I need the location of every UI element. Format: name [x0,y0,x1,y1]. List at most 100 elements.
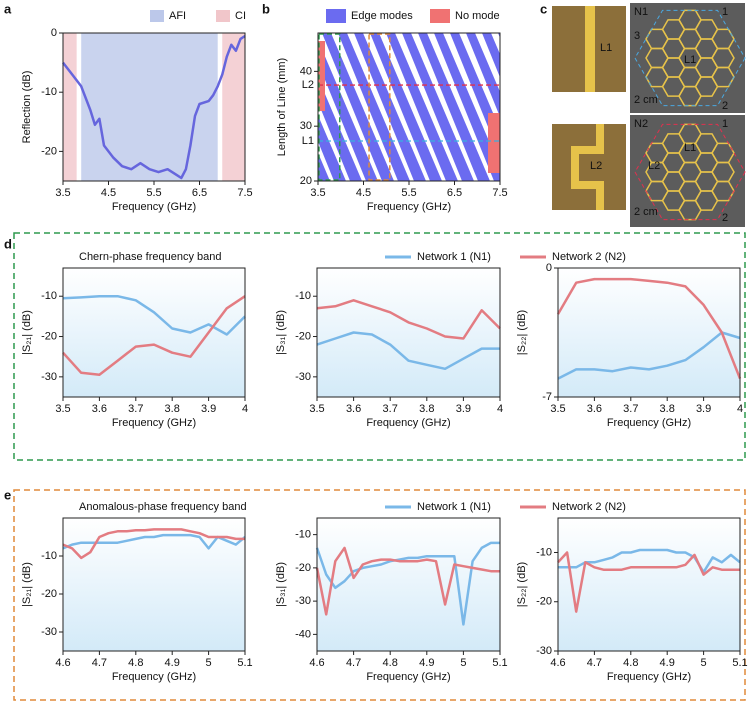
dashed-box [318,33,341,181]
x-tick-label: 6.5 [192,187,207,199]
x-tick-label: 4.6 [55,657,70,669]
panel-letter: b [262,1,270,16]
plot-frame [557,517,741,652]
x-tick-label: 4.7 [346,657,361,669]
series-line [557,551,740,613]
x-tick-label: 3.5 [55,187,70,199]
x-tick-label: 5 [701,657,707,669]
plot-frame [62,267,246,398]
y-tick-label: -20 [536,596,552,608]
series-line [62,533,246,550]
x-tick-label: 5 [460,657,466,669]
photo-inset [552,124,626,210]
photos: N1 1 2 3 L1 L1 2 cm N2 1 2 L1 L2 L2 2 cm [552,3,746,227]
plot-bg [558,268,740,397]
x-axis-label: Frequency (GHz) [366,671,450,683]
x-tick-label: 4.9 [165,657,180,669]
edge-region [434,33,500,181]
x-axis-label: Frequency (GHz) [112,201,196,213]
x-tick-label: 3.8 [165,403,180,415]
edge-region [418,33,490,181]
edge-region [386,33,458,181]
edge-region [318,115,346,181]
scale-label: 2 cm [634,206,658,218]
scale-label: 2 cm [634,94,658,106]
y-tick-label: -20 [295,330,311,342]
y-tick-label: -7 [542,391,552,403]
x-axis-label: Frequency (GHz) [366,417,450,429]
x-tick-label: 3.7 [383,403,398,415]
legend-label: CI [235,10,246,22]
y-axis-label: |S₂₂| (dB) [516,562,528,607]
y-axis-label: Reflection (dB) [21,71,33,144]
y-tick-label: -10 [536,546,552,558]
panel-letter: e [4,487,11,502]
y-tick-label: -20 [41,588,57,600]
series-line [62,295,246,377]
x-tick-label: 7.5 [237,187,252,199]
y-tick-label: -10 [41,86,57,98]
x-tick-label: 5.1 [732,657,747,669]
subplot-title: Anomalous-phase frequency band [79,501,247,513]
x-tick-label: 7.5 [492,187,507,199]
band-regions [318,33,500,181]
edge-region [370,33,442,181]
x-tick-label: 3.5 [310,187,325,199]
outline [634,123,746,221]
y-tick-label: -30 [536,645,552,657]
line-label: L1 [600,42,612,54]
region [81,33,218,181]
x-tick-label: 5.1 [237,657,252,669]
panel-letter: c [540,1,547,16]
legend-label: Edge modes [351,10,413,22]
plot-bg [558,518,740,651]
edge-region [318,40,378,181]
x-axis-label: Frequency (GHz) [607,671,691,683]
series-line [316,331,500,371]
y-axis-label: |S₃₁| (dB) [275,310,287,355]
network-label: N2 [634,118,648,130]
plot-bg [63,268,245,397]
edge-region [482,33,500,78]
x-tick-label: 4.8 [623,657,638,669]
plot-frame [316,517,501,652]
x-tick-label: 4 [497,403,503,415]
series-line [556,277,742,380]
edge-region [318,152,330,181]
edge-region [466,33,500,117]
strip [571,124,604,210]
x-tick-label: 3.7 [128,403,143,415]
y-tick-label: -30 [295,595,311,607]
hex [711,180,735,202]
y-tick-label: -30 [295,371,311,383]
photo [630,3,745,113]
legend-label: No mode [455,10,500,22]
y-axis-label: |S₂₂| (dB) [516,310,528,355]
x-axis-label: Frequency (GHz) [607,417,691,429]
x-tick-label: 5.5 [146,187,161,199]
x-tick-label: 5.5 [401,187,416,199]
series-line [62,34,246,180]
x-tick-label: 4 [737,403,743,415]
plot-bg [317,518,500,651]
legend-label: Network 1 (N1) [417,501,491,513]
legend-label: AFI [169,10,186,22]
x-tick-label: 3.9 [456,403,471,415]
x-tick-label: 3.7 [623,403,638,415]
panel-letter: d [4,236,12,251]
x-tick-label: 4 [242,403,248,415]
plot-bg [317,268,500,397]
series-line [62,528,245,560]
y-axis-label: |S₃₁| (dB) [275,562,287,607]
y-tick-label: 20 [300,175,312,187]
group-box [13,489,746,701]
x-tick-label: 3.9 [201,403,216,415]
x-tick-label: 4.6 [309,657,324,669]
y-tick-label: 0 [51,27,57,39]
network-label: N1 [634,6,648,18]
y-tick-label: -10 [41,290,57,302]
x-tick-label: 4.5 [356,187,371,199]
x-tick-label: 3.6 [92,403,107,415]
